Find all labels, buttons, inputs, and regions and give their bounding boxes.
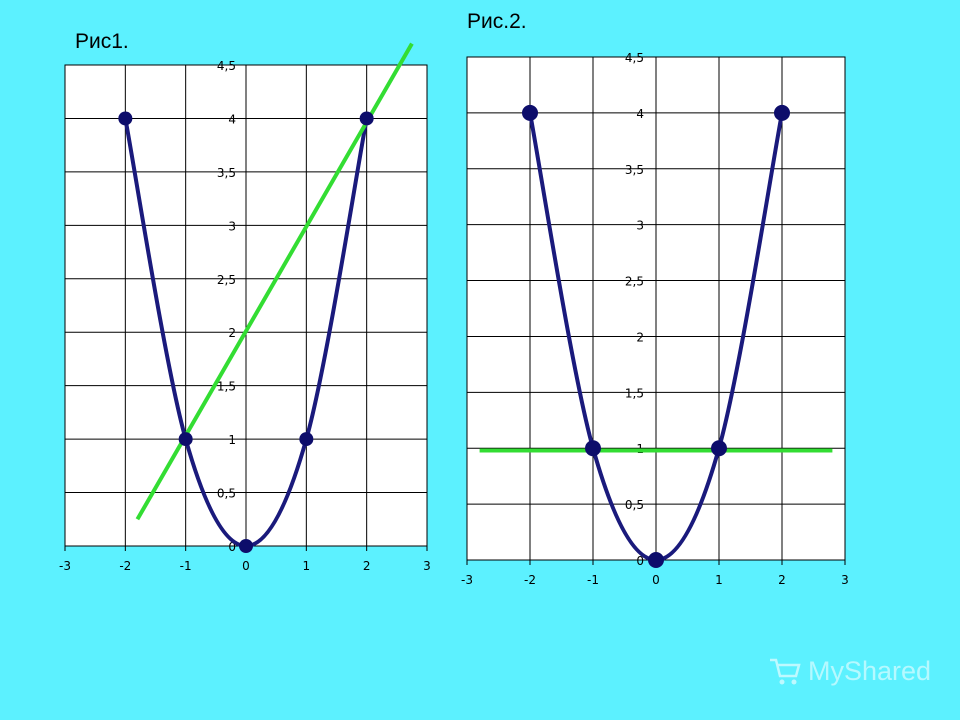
y-tick-label: 3,5 xyxy=(217,166,236,180)
y-tick-label: 0 xyxy=(228,540,236,554)
x-tick-label: 1 xyxy=(715,573,723,587)
cart-icon xyxy=(770,658,801,684)
y-tick-label: 3 xyxy=(228,219,236,233)
y-tick-label: 1,5 xyxy=(217,380,236,394)
y-tick-label: 0,5 xyxy=(217,487,236,501)
data-point xyxy=(178,432,193,447)
x-tick-label: 0 xyxy=(242,559,250,573)
data-point xyxy=(585,440,601,457)
x-tick-label: 3 xyxy=(841,573,849,587)
y-tick-label: 0,5 xyxy=(625,498,644,512)
x-tick-label: 3 xyxy=(423,559,431,573)
chart-1: -3 -2 -1 0 1 2 3 0 0,5 1 1,5 2 2,5 3 3,5 4 4,5 xyxy=(59,42,431,573)
x-tick-label: 0 xyxy=(652,573,660,587)
x-tick-label: 1 xyxy=(303,559,311,573)
x-tick-label: -2 xyxy=(119,559,131,573)
y-tick-label: 4,5 xyxy=(217,59,236,73)
y-tick-label: 3,5 xyxy=(625,163,644,177)
data-point xyxy=(359,111,374,126)
data-point xyxy=(774,104,790,121)
y-tick-label: 4,5 xyxy=(625,51,644,65)
x-tick-label: 2 xyxy=(363,559,371,573)
x-tick-label: -3 xyxy=(461,573,473,587)
data-point xyxy=(299,432,314,447)
figure-1-title: Рис1. xyxy=(75,30,129,53)
x-tick-label: 2 xyxy=(778,573,786,587)
data-point xyxy=(648,552,664,568)
data-point xyxy=(118,111,133,126)
y-tick-label: 4 xyxy=(228,112,236,126)
y-tick-label: 2,5 xyxy=(217,273,236,287)
y-tick-label: 1 xyxy=(228,433,236,447)
x-tick-label: -1 xyxy=(180,559,192,573)
y-tick-label: 4 xyxy=(636,107,644,121)
y-tick-label: 2 xyxy=(636,330,644,344)
x-tick-label: -3 xyxy=(59,559,71,573)
data-point xyxy=(711,440,727,457)
y-tick-label: 0 xyxy=(636,554,644,568)
figure-2-title: Рис.2. xyxy=(467,10,527,33)
data-point xyxy=(522,104,538,121)
y-tick-label: 1,5 xyxy=(625,386,644,400)
y-tick-label: 2 xyxy=(228,326,236,340)
y-tick-label: 3 xyxy=(636,219,644,233)
data-point xyxy=(239,539,253,553)
watermark: MyShared xyxy=(768,656,931,687)
x-tick-label: -1 xyxy=(587,573,599,587)
x-tick-label: -2 xyxy=(524,573,536,587)
y-tick-label: 2,5 xyxy=(625,275,644,289)
watermark-text: MyShared xyxy=(808,656,932,686)
